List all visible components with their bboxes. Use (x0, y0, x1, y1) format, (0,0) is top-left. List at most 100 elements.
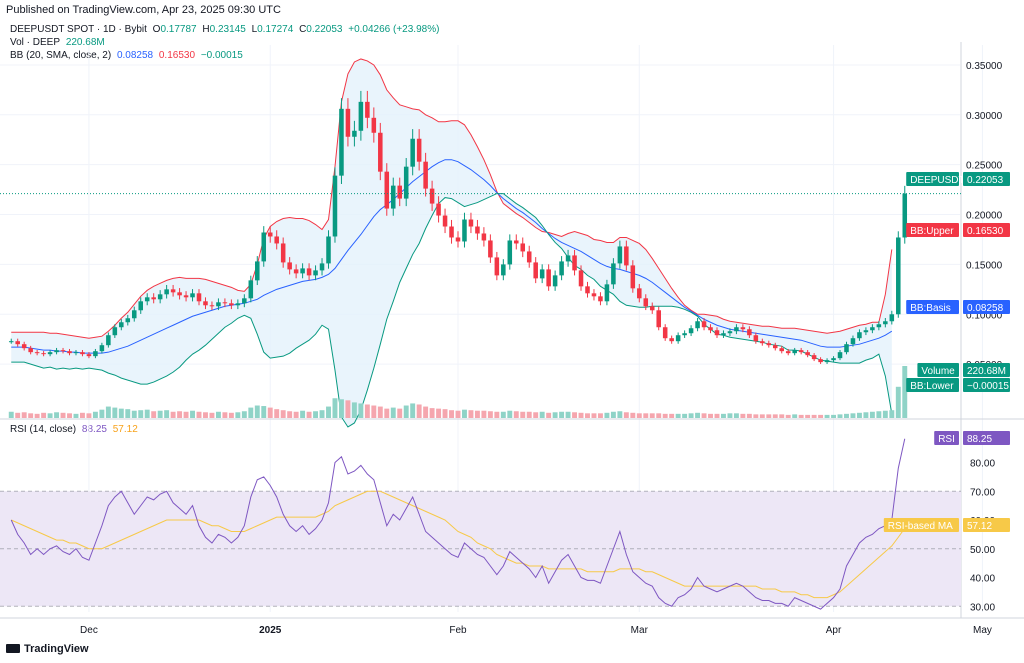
candle-body (740, 327, 746, 330)
rsi-tick-label: 40.00 (970, 574, 995, 585)
volume-bar (643, 413, 649, 418)
rsi-tick-label: 80.00 (970, 459, 995, 470)
price-tags: DEEPUSDT 0.22053 BB:Upper 0.16530 BB:Basis 0.… (883, 172, 1010, 532)
volume-bar (157, 410, 163, 418)
volume-bar (533, 412, 539, 418)
volume-bar (248, 407, 254, 418)
candle-body (378, 132, 383, 172)
volume-bar (455, 410, 461, 418)
candle-body (539, 269, 545, 279)
volume-bar (442, 409, 448, 418)
volume-bar (481, 410, 487, 418)
volume-bar (746, 413, 752, 418)
bb-upper-line (11, 58, 893, 339)
candle-body (501, 264, 506, 276)
volume-bar (805, 414, 811, 418)
candle-body (267, 232, 273, 237)
volume-label: Vol · DEEP (10, 37, 61, 48)
volume-bar (326, 406, 331, 418)
volume-bar (546, 412, 552, 418)
volume-bar (766, 414, 772, 418)
candle-body (73, 352, 79, 354)
volume-bar (371, 405, 377, 418)
symbol-price-tag-value: 0.22053 (967, 175, 1004, 186)
rsi-line (10, 438, 906, 610)
volume-bar (144, 409, 150, 418)
volume-bar (170, 411, 176, 418)
rsi-ma-tag-label: RSI-based MA (888, 521, 953, 532)
volume-bar (462, 409, 467, 418)
candle-body (196, 293, 202, 302)
ohlc-close-label: C (299, 24, 307, 35)
volume-bar (636, 413, 642, 418)
grid (0, 42, 1024, 619)
candle-body (319, 263, 325, 271)
ohlc-low-label: L (251, 24, 258, 35)
volume-tag-value: 220.68M (967, 366, 1006, 377)
volume-bar (319, 410, 325, 418)
volume-bar (876, 411, 882, 418)
candle-body (585, 286, 590, 294)
candle-body (526, 251, 532, 263)
volume-bar (384, 408, 390, 418)
volume-bar (772, 414, 778, 418)
ohlc-open-label: O (152, 24, 161, 35)
candle-body (798, 350, 804, 353)
candle-body (410, 138, 415, 167)
candle-body (766, 343, 772, 346)
candle-body (785, 351, 791, 354)
volume-bar (47, 413, 53, 418)
candle-body (494, 257, 500, 276)
volume-value: 220.68M (65, 37, 105, 48)
volume-bar (183, 411, 189, 418)
volume-bar (837, 414, 843, 418)
volume-bar (151, 411, 157, 418)
candle-body (488, 240, 493, 258)
bb-basis-tag-value: 0.08258 (967, 303, 1004, 314)
candle-body (34, 352, 40, 354)
candle-body (662, 327, 668, 339)
volume-bar (779, 414, 785, 418)
rsi-tick-label: 70.00 (970, 487, 995, 498)
candle-body (455, 237, 461, 242)
volume-bar (209, 412, 215, 418)
candle-body (157, 294, 163, 300)
volume-bar (390, 407, 396, 418)
candle-body (824, 360, 830, 363)
volume-bar (591, 413, 597, 418)
volume-bar (844, 413, 849, 418)
volume-bar (882, 410, 888, 418)
candle-body (727, 331, 733, 334)
candle-body (514, 240, 519, 244)
volume-bar (572, 412, 578, 418)
volume-bar (695, 412, 701, 418)
bb-basis-tag-label: BB:Basis (910, 303, 951, 314)
price-tick-label: 0.30000 (966, 111, 1003, 122)
volume-bar (520, 411, 526, 418)
volume-bar (99, 409, 105, 418)
candle-body (436, 203, 441, 216)
volume-bar (416, 404, 422, 418)
volume-bar (67, 413, 72, 418)
volume-bar (358, 403, 364, 418)
candle-body (773, 345, 778, 349)
candle-body (306, 268, 312, 276)
bb-basis-tag: BB:Basis 0.08258 (906, 300, 1010, 314)
time-tick-label: Mar (631, 625, 649, 636)
volume-bar (60, 412, 66, 418)
candle-body (229, 303, 234, 306)
ohlc-high-label: H (202, 24, 210, 35)
volume-bar (41, 412, 47, 418)
candle-body (883, 321, 888, 325)
candle-body (669, 338, 674, 342)
candle-body (565, 255, 571, 262)
candle-body (358, 101, 364, 131)
candle-body (119, 322, 124, 328)
volume-bar (377, 406, 383, 418)
volume-bar (889, 410, 895, 418)
rsi-label: RSI (14, close) (10, 424, 77, 435)
volume-bar (526, 411, 532, 418)
volume-bar (332, 398, 338, 418)
candle-body (423, 161, 428, 189)
